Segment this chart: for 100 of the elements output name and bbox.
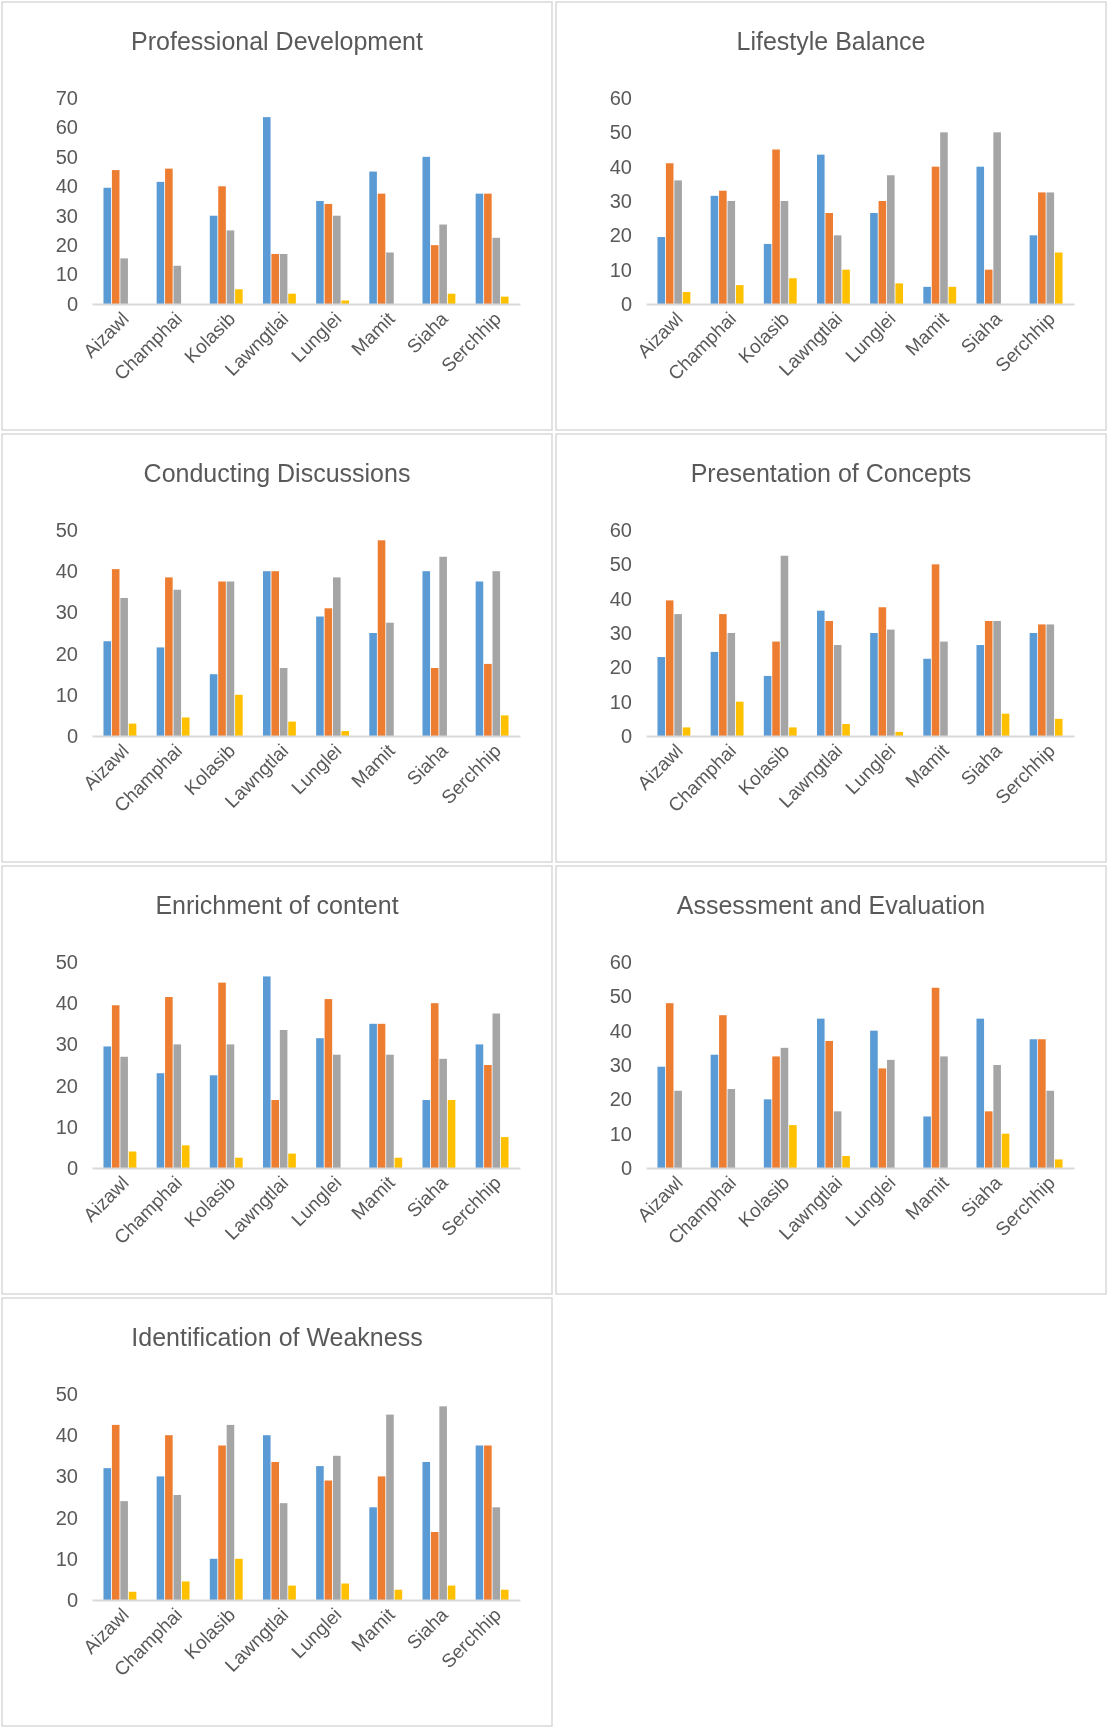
bar xyxy=(288,293,296,304)
bar xyxy=(492,1013,501,1168)
bar xyxy=(394,1589,403,1600)
bar xyxy=(333,1455,341,1600)
bar xyxy=(279,1029,288,1168)
chart-title: Conducting Discussions xyxy=(143,459,411,487)
bar xyxy=(1054,718,1063,736)
bar xyxy=(447,1100,456,1168)
bar xyxy=(386,252,394,304)
bar xyxy=(710,1054,719,1168)
bar xyxy=(780,1047,789,1168)
bar xyxy=(156,647,165,736)
bar xyxy=(878,201,887,304)
bar xyxy=(825,1040,833,1168)
y-tick-label: 50 xyxy=(609,121,632,144)
bar xyxy=(316,616,324,736)
chart-title: Identification of Weakness xyxy=(131,1323,423,1351)
bar xyxy=(475,581,484,736)
bar xyxy=(895,283,904,304)
bar xyxy=(657,1066,666,1168)
bar xyxy=(120,258,128,304)
y-tick-label: 0 xyxy=(620,292,632,315)
bar xyxy=(173,1044,182,1168)
bar xyxy=(484,1065,492,1168)
bar xyxy=(271,1100,279,1168)
bar xyxy=(984,269,993,304)
bar xyxy=(111,1424,120,1600)
bar xyxy=(727,201,736,304)
bar xyxy=(120,1056,128,1168)
bar xyxy=(226,1044,235,1168)
bar xyxy=(993,132,1001,304)
bar xyxy=(316,201,324,304)
bar xyxy=(1038,624,1046,736)
bar xyxy=(288,1585,296,1600)
bar xyxy=(165,997,173,1168)
bar xyxy=(1046,192,1055,304)
y-tick-label: 70 xyxy=(55,86,78,109)
bar xyxy=(665,163,674,304)
bar xyxy=(235,694,243,736)
bar xyxy=(341,300,350,304)
bar xyxy=(833,1111,842,1168)
y-tick-label: 50 xyxy=(609,985,632,1008)
bar xyxy=(492,237,501,304)
y-tick-label: 20 xyxy=(55,234,78,257)
bar xyxy=(1001,713,1010,736)
bar xyxy=(500,715,509,736)
bar xyxy=(120,597,128,736)
bar xyxy=(386,622,394,736)
bar xyxy=(262,571,271,736)
bar xyxy=(120,1501,128,1600)
bar xyxy=(173,1494,182,1600)
bar xyxy=(976,1018,985,1168)
bar xyxy=(271,253,279,304)
bar xyxy=(324,999,333,1168)
bar xyxy=(940,132,948,304)
bar xyxy=(1046,1090,1055,1168)
bar xyxy=(923,286,931,304)
bar xyxy=(103,187,112,304)
bar xyxy=(710,651,719,736)
bar xyxy=(816,1018,825,1168)
y-tick-label: 20 xyxy=(55,1074,78,1097)
bar xyxy=(271,1461,279,1600)
bar xyxy=(1029,1039,1038,1168)
bar xyxy=(262,1435,271,1600)
bar xyxy=(394,1157,403,1168)
bar xyxy=(887,629,895,736)
y-tick-label: 40 xyxy=(55,560,78,583)
bar xyxy=(386,1054,394,1168)
bar xyxy=(1038,1039,1046,1168)
bar xyxy=(657,237,666,304)
bar xyxy=(271,571,279,736)
y-tick-label: 10 xyxy=(55,1115,78,1138)
bar xyxy=(447,1585,456,1600)
bar xyxy=(984,620,993,736)
bar xyxy=(842,1155,850,1168)
bar xyxy=(288,721,296,736)
bar xyxy=(484,1445,492,1600)
bar xyxy=(226,581,235,736)
bar xyxy=(333,215,341,304)
bar xyxy=(447,293,456,304)
bar xyxy=(316,1466,324,1600)
bar xyxy=(262,976,271,1168)
bar xyxy=(816,154,825,304)
bar xyxy=(1001,1133,1010,1168)
y-tick-label: 40 xyxy=(609,1019,632,1042)
bar xyxy=(377,1023,386,1168)
y-tick-label: 50 xyxy=(609,553,632,576)
bar xyxy=(341,731,350,736)
bar xyxy=(218,581,226,736)
bar xyxy=(218,186,226,304)
y-tick-label: 30 xyxy=(55,1465,78,1488)
bar xyxy=(727,1089,736,1168)
bar xyxy=(430,245,439,304)
bar xyxy=(156,181,165,304)
bar xyxy=(789,727,797,736)
bar xyxy=(1054,1159,1063,1168)
y-tick-label: 20 xyxy=(55,642,78,665)
bar xyxy=(439,556,447,736)
bar xyxy=(209,1075,218,1168)
bar xyxy=(940,1056,948,1168)
